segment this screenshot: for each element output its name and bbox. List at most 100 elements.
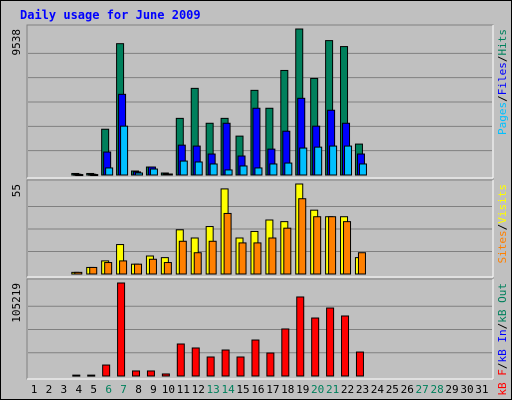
bar [355, 351, 364, 377]
bar [251, 339, 260, 377]
x-tick-label: 1 [31, 383, 38, 396]
bar [134, 263, 143, 275]
bar [236, 356, 245, 377]
bar [119, 260, 128, 275]
bar [164, 173, 173, 176]
bar [283, 227, 292, 275]
legend: Sites/Visits [496, 184, 509, 264]
x-tick-label: 2 [46, 383, 53, 396]
bar [298, 198, 307, 275]
x-tick-label: 25 [386, 383, 399, 396]
x-tick-label: 26 [401, 383, 414, 396]
bar [87, 374, 96, 377]
x-tick-label: 6 [105, 383, 112, 396]
x-tick-label: 24 [371, 383, 385, 396]
bar [149, 168, 158, 176]
x-tick-label: 14 [221, 383, 235, 396]
bar [254, 167, 263, 176]
x-tick-label: 30 [460, 383, 473, 396]
x-tick-label: 21 [326, 383, 339, 396]
bar [179, 160, 188, 176]
bar [135, 172, 144, 176]
x-tick-label: 17 [266, 383, 279, 396]
bar [313, 216, 322, 275]
bar [296, 296, 305, 377]
bar [238, 242, 247, 275]
legend-separator: / [496, 56, 509, 63]
bar [117, 282, 126, 377]
bar [343, 221, 352, 275]
chart-title: Daily usage for June 2009 [20, 8, 201, 22]
bar [284, 162, 293, 176]
bar [104, 262, 113, 275]
bar [209, 163, 218, 176]
x-tick-label: 27 [416, 383, 429, 396]
x-tick-label: 15 [236, 383, 249, 396]
x-tick-label: 5 [90, 383, 97, 396]
bar [176, 343, 185, 377]
legend-entry: kB Out [496, 283, 509, 323]
bar [146, 370, 155, 377]
x-tick-label: 19 [296, 383, 309, 396]
bar [72, 374, 81, 377]
bar [239, 165, 248, 176]
bar [253, 242, 262, 275]
bar [89, 266, 98, 275]
bar [222, 122, 231, 176]
bar [102, 364, 111, 377]
bar [269, 163, 278, 176]
bar [266, 352, 275, 377]
x-tick-label: 18 [281, 383, 294, 396]
bar [105, 167, 114, 176]
legend-entry: kB In [496, 329, 509, 362]
x-tick-label: 9 [150, 383, 157, 396]
bar [299, 147, 308, 176]
x-tick-label: 12 [192, 383, 205, 396]
bar [206, 356, 215, 377]
bar [161, 373, 170, 377]
x-tick-label: 23 [356, 383, 369, 396]
x-tick-label: 4 [75, 383, 82, 396]
bar [311, 317, 320, 377]
bar [208, 240, 217, 275]
legend-separator: / [496, 224, 509, 231]
bar [194, 161, 203, 176]
bar [223, 212, 232, 275]
bar [224, 169, 233, 176]
bar [75, 174, 84, 177]
x-tick-label: 3 [61, 383, 68, 396]
bar [148, 258, 157, 275]
x-tick-label: 20 [311, 383, 324, 396]
bar [281, 328, 290, 377]
y-tick-label: 55 [10, 184, 23, 197]
legend: kB F/kB In/kB Out [496, 283, 509, 396]
x-tick-label: 29 [445, 383, 458, 396]
x-tick-label: 16 [251, 383, 264, 396]
x-tick-label: 7 [120, 383, 127, 396]
bar [268, 237, 277, 275]
legend-separator: / [496, 323, 509, 330]
y-tick-label: 105219 [10, 283, 23, 323]
bar [358, 163, 367, 176]
bar [344, 145, 353, 176]
x-tick-label: 31 [475, 383, 488, 396]
bar [314, 146, 323, 176]
bar [132, 370, 141, 377]
bar [252, 107, 261, 176]
legend: Pages/Files/Hits [496, 29, 509, 135]
legend-separator: / [496, 95, 509, 102]
legend-entry: Pages [496, 102, 509, 135]
bar [328, 216, 337, 275]
x-tick-label: 8 [135, 383, 142, 396]
bar [329, 145, 338, 176]
bar [326, 307, 335, 377]
legend-entry: Visits [496, 184, 509, 224]
legend-entry: Files [496, 62, 509, 95]
x-tick-label: 13 [207, 383, 220, 396]
legend-entry: kB F [496, 369, 509, 396]
bar [341, 315, 350, 377]
bar [178, 240, 187, 275]
legend-separator: / [496, 363, 509, 370]
